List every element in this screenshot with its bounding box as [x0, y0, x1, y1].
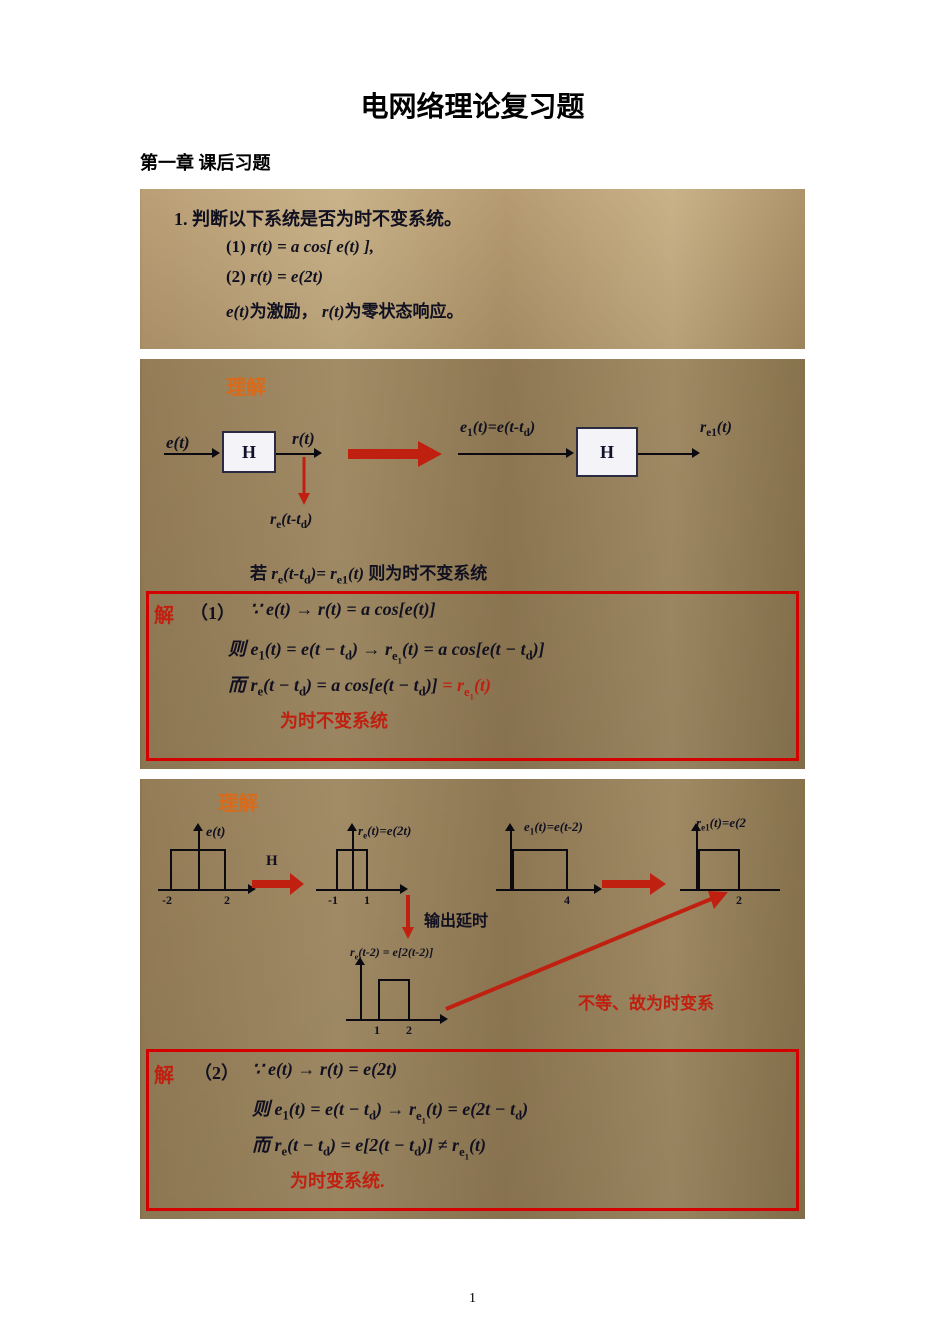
- jie-label-2: 解: [154, 1059, 174, 1088]
- re-shift-label: re(t-td): [270, 511, 312, 531]
- tick-p1-5: 1: [374, 1023, 380, 1038]
- down-arrow-2-icon: [400, 895, 422, 941]
- sol2-line2: 则 e1(t) = e(t − td) → re1(t) = e(2t − td…: [252, 1095, 528, 1125]
- h-arrow-icon: [252, 871, 306, 897]
- sol1-conclusion: 为时不变系统: [280, 707, 388, 733]
- plot4-label: re1(t)=e(2: [696, 815, 746, 833]
- sol2-conclusion: 为时变系统.: [290, 1167, 385, 1193]
- plot1-label: e(t): [206, 825, 225, 841]
- sol1-line1: ∵ e(t) → r(t) = a cos[e(t)]: [250, 599, 436, 620]
- down-arrow-icon: [296, 457, 316, 507]
- sol1-line2: 则 e1(t) = e(t − td) → re1(t) = a cos[e(t…: [228, 635, 545, 665]
- jie-label-1: 解: [154, 599, 174, 628]
- sol1-label: （1）: [190, 599, 235, 625]
- chapter-heading: 第一章 课后习题: [140, 149, 805, 175]
- e1-expr-label: e1(t)=e(t-td): [460, 419, 535, 439]
- sol2-label: （2）: [194, 1059, 239, 1085]
- panel-solution-1: 理解 e(t) H r(t) re(t-td) e1(t)=e(t-td) H …: [140, 359, 805, 769]
- sol2-line1: ∵ e(t) → r(t) = e(2t): [252, 1059, 397, 1080]
- lijie-label-2: 理解: [218, 787, 258, 816]
- question-note: e(t)为激励， r(t)为零状态响应。: [226, 297, 464, 322]
- tick-p1: 1: [364, 893, 370, 908]
- e-t-label: e(t): [166, 433, 190, 453]
- eq2-label: (2) r(t) = e(2t): [226, 267, 323, 287]
- plot3-label: e1(t)=e(t-2): [524, 819, 583, 837]
- page-title: 电网络理论复习题: [140, 85, 805, 125]
- question-line1: 1. 判断以下系统是否为时不变系统。: [174, 205, 462, 231]
- sol1-line3: 而 re(t − td) = a cos[e(t − td)] = re1(t): [228, 671, 491, 701]
- not-equal-label: 不等、故为时变系: [578, 989, 714, 1014]
- h-box-right: H: [576, 427, 638, 477]
- eq1-label: (1) r(t) = a cos[ e(t) ],: [226, 237, 374, 257]
- sol2-line3: 而 re(t − td) = e[2(t − td)] ≠ re1(t): [252, 1131, 486, 1161]
- re1-label: re1(t): [700, 419, 732, 439]
- right-arrow-icon: [348, 439, 444, 469]
- tick-p2-1: 2: [224, 893, 230, 908]
- plot2-label: re(t)=e(2t): [358, 823, 411, 841]
- tick-p2-5: 2: [406, 1023, 412, 1038]
- tick-m2-1: -2: [162, 893, 172, 908]
- page-number: 1: [0, 1291, 945, 1307]
- panel-solution-2: 理解 e(t) -2 2 H re(t)=e(2t) -1 1 e1(t)=e(: [140, 779, 805, 1219]
- plot5-label: re(t-2) = e[2(t-2)]: [350, 945, 433, 961]
- panel-question: 1. 判断以下系统是否为时不变系统。 (1) r(t) = a cos[ e(t…: [140, 189, 805, 349]
- r-t-label: r(t): [292, 429, 315, 449]
- solution-box-2: [146, 1049, 799, 1211]
- h-label: H: [266, 853, 278, 870]
- tick-m1: -1: [328, 893, 338, 908]
- h-box-left: H: [222, 431, 276, 473]
- lijie-label: 理解: [226, 371, 266, 400]
- condition-line: 若 re(t-td)= re1(t) 则为时不变系统: [250, 559, 487, 587]
